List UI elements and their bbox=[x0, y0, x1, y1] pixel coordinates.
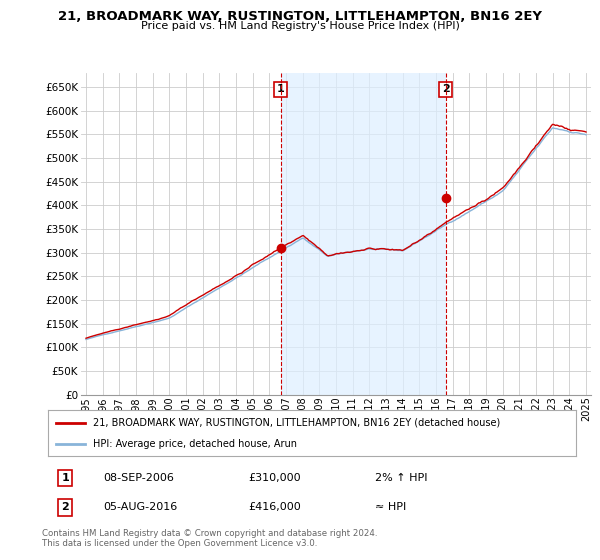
Bar bbox=[281, 73, 446, 395]
Text: £416,000: £416,000 bbox=[248, 502, 301, 512]
Text: 08-SEP-2006: 08-SEP-2006 bbox=[103, 473, 175, 483]
Text: 2: 2 bbox=[61, 502, 69, 512]
Text: Price paid vs. HM Land Registry's House Price Index (HPI): Price paid vs. HM Land Registry's House … bbox=[140, 21, 460, 31]
Text: 21, BROADMARK WAY, RUSTINGTON, LITTLEHAMPTON, BN16 2EY: 21, BROADMARK WAY, RUSTINGTON, LITTLEHAM… bbox=[58, 10, 542, 23]
Text: 2% ↑ HPI: 2% ↑ HPI bbox=[376, 473, 428, 483]
Text: 05-AUG-2016: 05-AUG-2016 bbox=[103, 502, 178, 512]
Text: HPI: Average price, detached house, Arun: HPI: Average price, detached house, Arun bbox=[93, 439, 297, 449]
Text: £310,000: £310,000 bbox=[248, 473, 301, 483]
Text: ≈ HPI: ≈ HPI bbox=[376, 502, 407, 512]
Text: 2: 2 bbox=[442, 85, 449, 95]
Text: 1: 1 bbox=[61, 473, 69, 483]
Text: 1: 1 bbox=[277, 85, 284, 95]
Text: Contains HM Land Registry data © Crown copyright and database right 2024.
This d: Contains HM Land Registry data © Crown c… bbox=[42, 529, 377, 548]
Text: 21, BROADMARK WAY, RUSTINGTON, LITTLEHAMPTON, BN16 2EY (detached house): 21, BROADMARK WAY, RUSTINGTON, LITTLEHAM… bbox=[93, 418, 500, 428]
